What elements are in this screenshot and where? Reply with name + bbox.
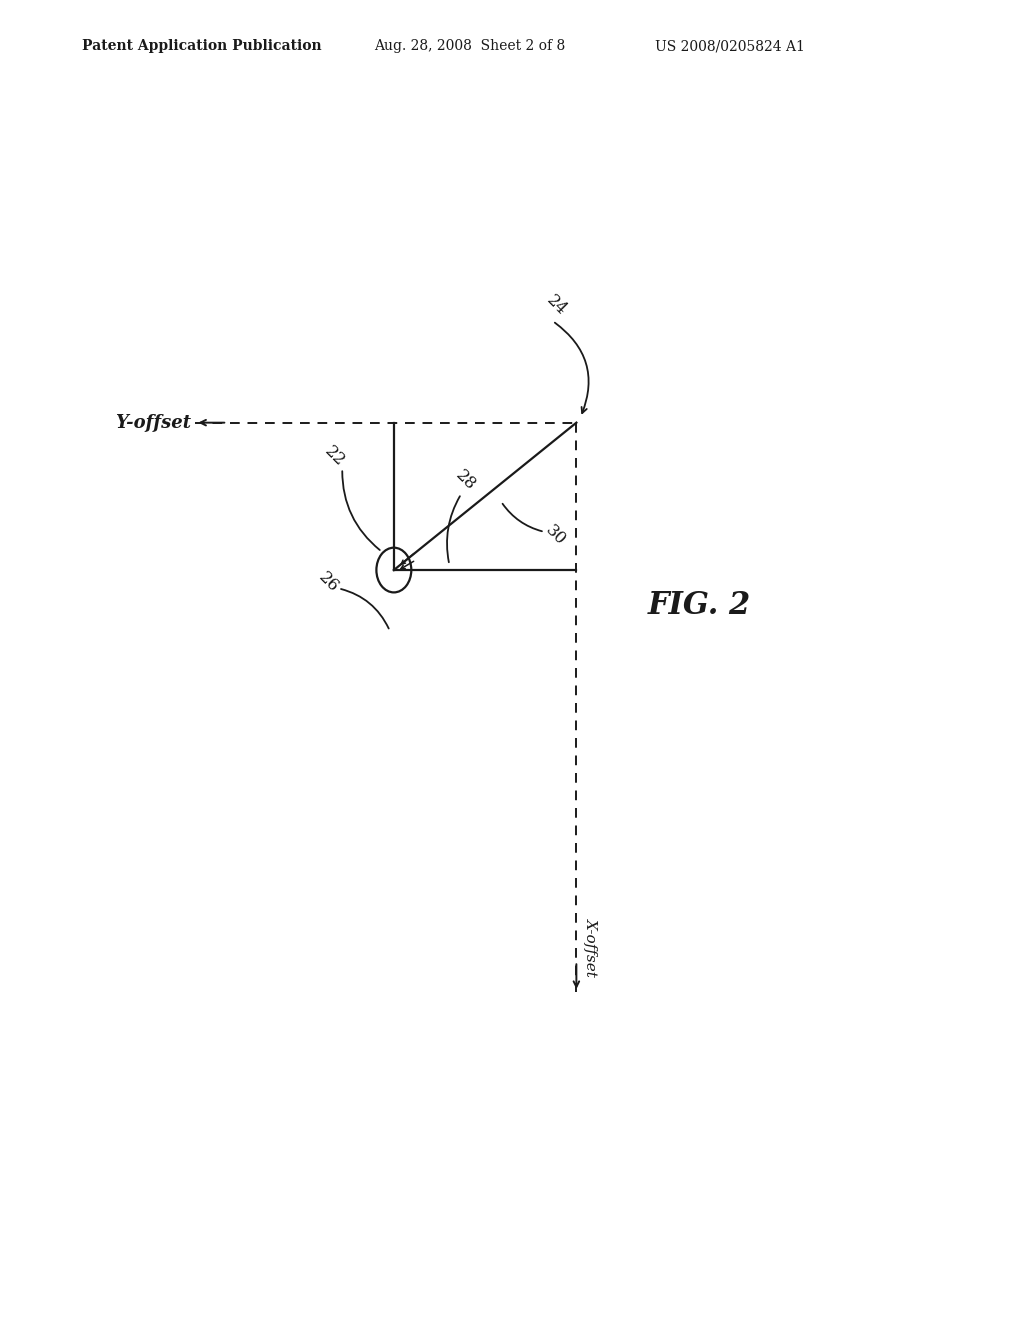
Text: 24: 24 bbox=[543, 292, 570, 319]
Text: Y-offset: Y-offset bbox=[116, 413, 191, 432]
Text: 28: 28 bbox=[452, 467, 479, 494]
Text: Patent Application Publication: Patent Application Publication bbox=[82, 40, 322, 53]
Text: 26: 26 bbox=[315, 569, 342, 595]
Text: US 2008/0205824 A1: US 2008/0205824 A1 bbox=[655, 40, 805, 53]
Text: FIG. 2: FIG. 2 bbox=[648, 590, 751, 622]
Text: 22: 22 bbox=[321, 442, 348, 470]
Text: 30: 30 bbox=[542, 521, 568, 549]
Text: Aug. 28, 2008  Sheet 2 of 8: Aug. 28, 2008 Sheet 2 of 8 bbox=[374, 40, 565, 53]
Text: X-offset: X-offset bbox=[584, 917, 598, 977]
